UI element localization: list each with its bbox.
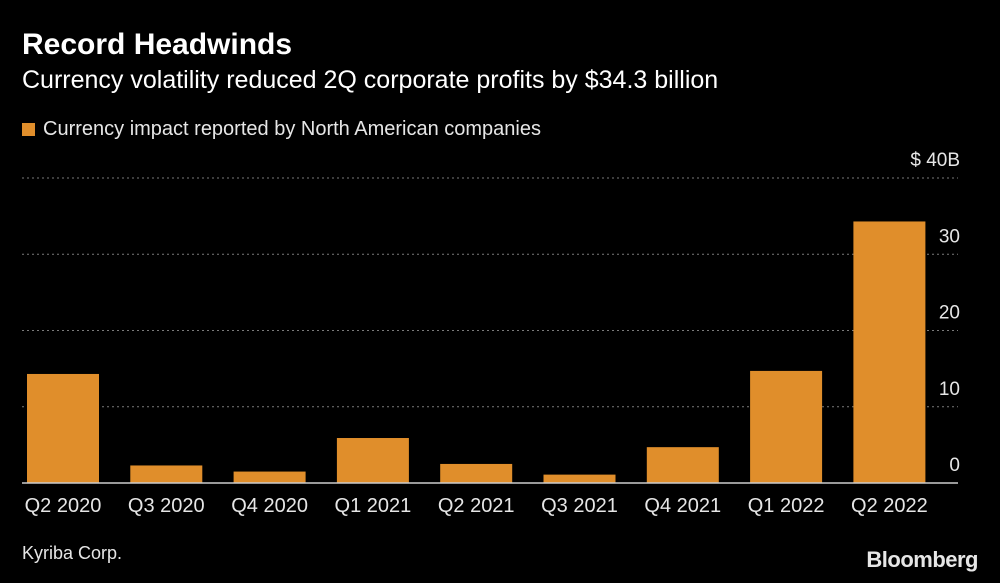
x-tick-label: Q2 2021 (438, 495, 515, 517)
x-tick-label: Q1 2022 (748, 495, 825, 517)
bloomberg-logo: Bloomberg (866, 547, 978, 572)
y-tick-label: 30 (939, 226, 960, 247)
x-tick-label: Q4 2021 (644, 495, 721, 517)
x-tick-label: Q3 2020 (128, 495, 205, 517)
bar (130, 465, 203, 483)
y-tick-label: 0 (949, 455, 960, 476)
y-tick-label: 20 (939, 303, 960, 324)
source-note: Kyriba Corp. (22, 543, 123, 563)
x-tick-label: Q2 2020 (25, 495, 102, 517)
x-tick-label: Q1 2021 (335, 495, 412, 517)
bar (336, 438, 409, 483)
legend-label: Currency impact reported by North Americ… (43, 118, 541, 140)
bar (750, 370, 823, 483)
y-tick-label: 10 (939, 379, 960, 400)
chart-subtitle: Currency volatility reduced 2Q corporate… (22, 66, 719, 94)
legend: Currency impact reported by North Americ… (22, 118, 541, 141)
x-tick-label: Q2 2022 (851, 495, 928, 517)
y-tick-label: $ 40B (910, 150, 960, 171)
x-tick-label: Q4 2020 (231, 495, 308, 517)
x-tick-label: Q3 2021 (541, 495, 618, 517)
bar (440, 463, 513, 483)
bar (233, 471, 306, 483)
chart-title: Record Headwinds (22, 28, 293, 61)
bar (27, 373, 99, 483)
bar (646, 447, 719, 483)
bar (853, 221, 926, 483)
bar (543, 474, 616, 483)
legend-swatch (22, 123, 35, 136)
